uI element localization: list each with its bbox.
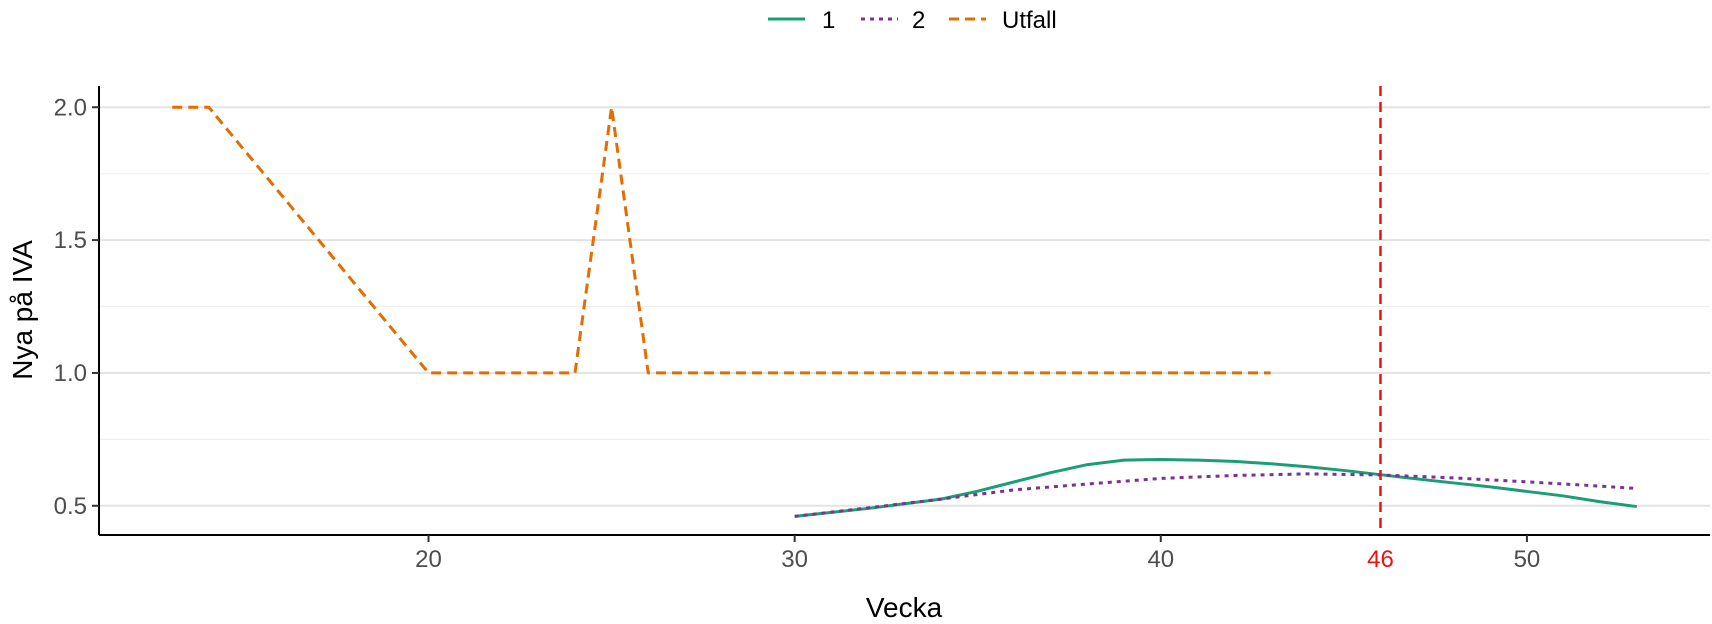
series-line-1	[794, 458, 1637, 518]
legend-label-series-1: 1	[822, 7, 835, 34]
y-tick-label-1.5: 1.5	[54, 227, 87, 254]
x-axis-title: Vecka	[866, 592, 943, 623]
legend-item-series-2[interactable]: 2	[861, 7, 925, 34]
plot-series	[172, 105, 1637, 518]
legend-item-utfall[interactable]: Utfall	[949, 7, 1057, 34]
reference-line-label: 46	[1367, 546, 1394, 573]
gridlines	[99, 106, 1710, 507]
x-axis-ticks: 20 30 40 50	[415, 535, 1540, 573]
y-axis-title: Nya på IVA	[7, 240, 38, 380]
legend-item-series-1[interactable]: 1	[768, 7, 835, 34]
y-tick-label-2.0: 2.0	[54, 94, 87, 121]
annotations: 46	[1367, 86, 1394, 573]
legend-label-series-2: 2	[912, 7, 925, 34]
series-line-utfall	[172, 105, 1271, 375]
y-tick-label-1.0: 1.0	[54, 360, 87, 387]
x-tick-label-50: 50	[1514, 546, 1541, 573]
y-tick-label-0.5: 0.5	[54, 493, 87, 520]
x-tick-label-40: 40	[1147, 546, 1174, 573]
x-tick-label-20: 20	[415, 546, 442, 573]
x-tick-label-30: 30	[781, 546, 808, 573]
series-line-2	[794, 472, 1637, 518]
legend: 1 2 Utfall	[768, 7, 1057, 34]
y-axis-ticks: 0.5 1.0 1.5 2.0	[54, 94, 99, 520]
legend-label-utfall: Utfall	[1002, 7, 1057, 34]
